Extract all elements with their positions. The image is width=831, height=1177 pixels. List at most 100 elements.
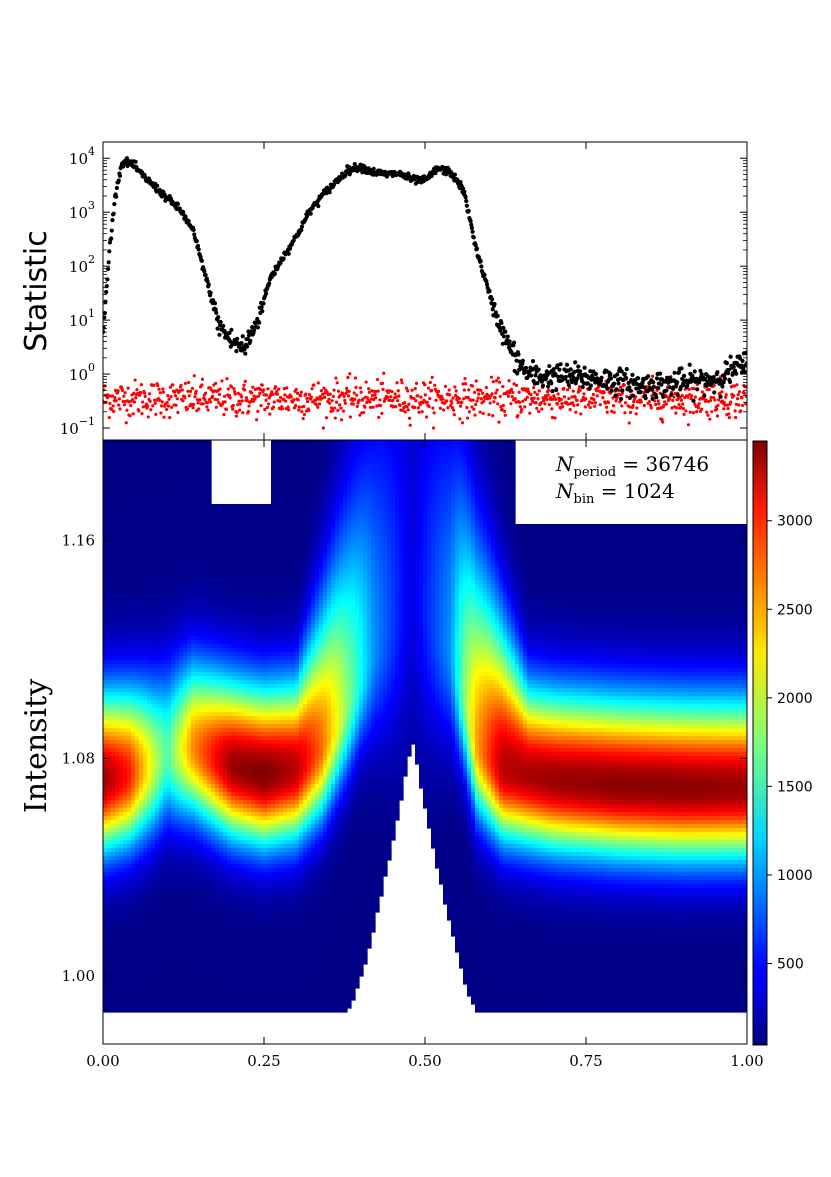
heatmap-cell: [111, 888, 116, 893]
noise-point: [414, 399, 418, 403]
heatmap-cell: [143, 700, 148, 705]
heatmap-cell: [131, 944, 136, 949]
heatmap-cell: [155, 864, 160, 869]
heatmap-cell: [131, 644, 136, 649]
heatmap-cell: [167, 696, 172, 701]
heatmap-cell: [131, 960, 136, 965]
heatmap-cell: [179, 964, 184, 969]
heatmap-cell: [139, 516, 144, 521]
profile-point: [257, 320, 262, 325]
noise-point: [568, 408, 572, 412]
heatmap-cell: [183, 656, 188, 661]
heatmap-cell: [163, 968, 168, 973]
heatmap-cell: [147, 892, 152, 897]
heatmap-cell: [155, 732, 160, 737]
heatmap-cell: [151, 720, 156, 725]
heatmap-cell: [155, 820, 160, 825]
noise-point: [196, 401, 200, 405]
heatmap-cell: [119, 904, 124, 909]
heatmap-cell: [155, 632, 160, 637]
heatmap-cell: [171, 716, 176, 721]
heatmap-cell: [131, 572, 136, 577]
heatmap-cell: [127, 832, 132, 837]
heatmap-cell: [147, 468, 152, 473]
heatmap-cell: [107, 692, 112, 697]
heatmap-cell: [111, 900, 116, 905]
heatmap-cell: [167, 512, 172, 517]
noise-point: [122, 394, 126, 398]
heatmap-cell: [131, 532, 136, 537]
heatmap-cell: [103, 864, 108, 869]
heatmap-cell: [107, 924, 112, 929]
heatmap-cell: [159, 584, 164, 589]
heatmap-cell: [155, 448, 160, 453]
heatmap-cell: [115, 996, 120, 1001]
heatmap-cell: [139, 744, 144, 749]
profile-point: [227, 330, 232, 336]
noise-point: [612, 410, 616, 415]
heatmap-cell: [179, 592, 184, 597]
heatmap-cell: [143, 740, 148, 745]
heatmap-cell: [155, 1000, 160, 1005]
noise-point: [471, 398, 475, 402]
heatmap-cell: [123, 684, 128, 689]
statistic-y-tick-label: 102: [69, 253, 95, 276]
heatmap-cell: [111, 572, 116, 577]
heatmap-cell: [155, 968, 160, 973]
heatmap-cell: [183, 608, 188, 613]
heatmap-cell: [147, 876, 152, 881]
heatmap-cell: [131, 904, 136, 909]
heatmap-cell: [103, 800, 108, 805]
heatmap-cell: [183, 580, 188, 585]
heatmap-cell: [119, 644, 124, 649]
heatmap-cell: [159, 776, 164, 781]
heatmap-cell: [183, 440, 188, 445]
heatmap-cell: [179, 912, 184, 917]
profile-point: [245, 344, 250, 349]
heatmap-cell: [119, 716, 124, 721]
heatmap-cell: [115, 600, 120, 605]
heatmap-cell: [103, 984, 108, 989]
heatmap-cell: [107, 496, 112, 501]
heatmap-cell: [179, 908, 184, 913]
noise-point: [690, 394, 694, 398]
heatmap-cell: [143, 724, 148, 729]
heatmap-cell: [103, 512, 108, 517]
heatmap-cell: [103, 584, 108, 589]
heatmap-cell: [179, 904, 184, 909]
heatmap-cell: [147, 1000, 152, 1005]
heatmap-cell: [151, 564, 156, 569]
noise-point: [594, 389, 599, 393]
noise-point: [400, 381, 404, 385]
noise-point: [490, 392, 494, 396]
profile-point: [643, 396, 648, 401]
heatmap-cell: [123, 816, 128, 821]
heatmap-cell: [143, 968, 148, 973]
profile-point: [263, 291, 269, 296]
heatmap-cell: [135, 584, 140, 589]
heatmap-cell: [171, 876, 176, 881]
profile-point: [622, 372, 627, 377]
heatmap-cell: [143, 592, 148, 597]
heatmap-cell: [139, 572, 144, 577]
heatmap-cell: [163, 924, 168, 929]
heatmap-cell: [143, 728, 148, 733]
heatmap-cell: [119, 1000, 124, 1005]
heatmap-cell: [151, 824, 156, 829]
noise-point: [280, 407, 285, 411]
heatmap-cell: [175, 848, 180, 853]
heatmap-cell: [163, 832, 168, 837]
heatmap-cell: [183, 488, 188, 493]
heatmap-cell: [115, 488, 120, 493]
heatmap-cell: [123, 1004, 128, 1009]
heatmap-cell: [127, 744, 132, 749]
heatmap-cell: [111, 464, 116, 469]
profile-point: [608, 372, 613, 377]
heatmap-cell: [163, 496, 168, 501]
noise-point: [342, 394, 346, 398]
heatmap-cell: [115, 716, 120, 721]
heatmap-cell: [179, 952, 184, 957]
profile-point: [455, 177, 460, 183]
heatmap-cell: [119, 600, 124, 605]
profile-point: [624, 367, 629, 372]
